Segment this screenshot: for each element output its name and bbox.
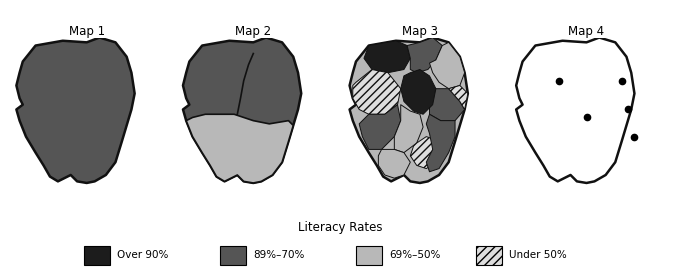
Polygon shape (407, 38, 442, 73)
Bar (476, 246, 502, 265)
Text: 89%–70%: 89%–70% (253, 250, 305, 261)
Title: Map 3: Map 3 (402, 25, 438, 38)
Bar (220, 246, 246, 265)
Polygon shape (350, 38, 468, 183)
Polygon shape (364, 41, 410, 73)
Polygon shape (516, 38, 634, 183)
Polygon shape (430, 42, 464, 89)
Polygon shape (359, 105, 401, 149)
Polygon shape (353, 69, 401, 114)
Text: Literacy Rates: Literacy Rates (298, 221, 382, 234)
Bar (84, 246, 110, 265)
Polygon shape (430, 89, 464, 121)
Polygon shape (401, 69, 436, 114)
Title: Map 1: Map 1 (69, 25, 105, 38)
Text: Over 90%: Over 90% (117, 250, 169, 261)
Text: Under 50%: Under 50% (509, 250, 566, 261)
Title: Map 4: Map 4 (568, 25, 605, 38)
Polygon shape (186, 114, 293, 183)
Title: Map 2: Map 2 (235, 25, 271, 38)
Polygon shape (16, 38, 135, 183)
Polygon shape (449, 86, 468, 109)
Polygon shape (426, 114, 455, 172)
Text: 69%–50%: 69%–50% (389, 250, 441, 261)
Bar (356, 246, 382, 265)
Polygon shape (378, 149, 410, 178)
Polygon shape (410, 137, 441, 168)
Polygon shape (183, 38, 301, 183)
Polygon shape (394, 105, 423, 153)
